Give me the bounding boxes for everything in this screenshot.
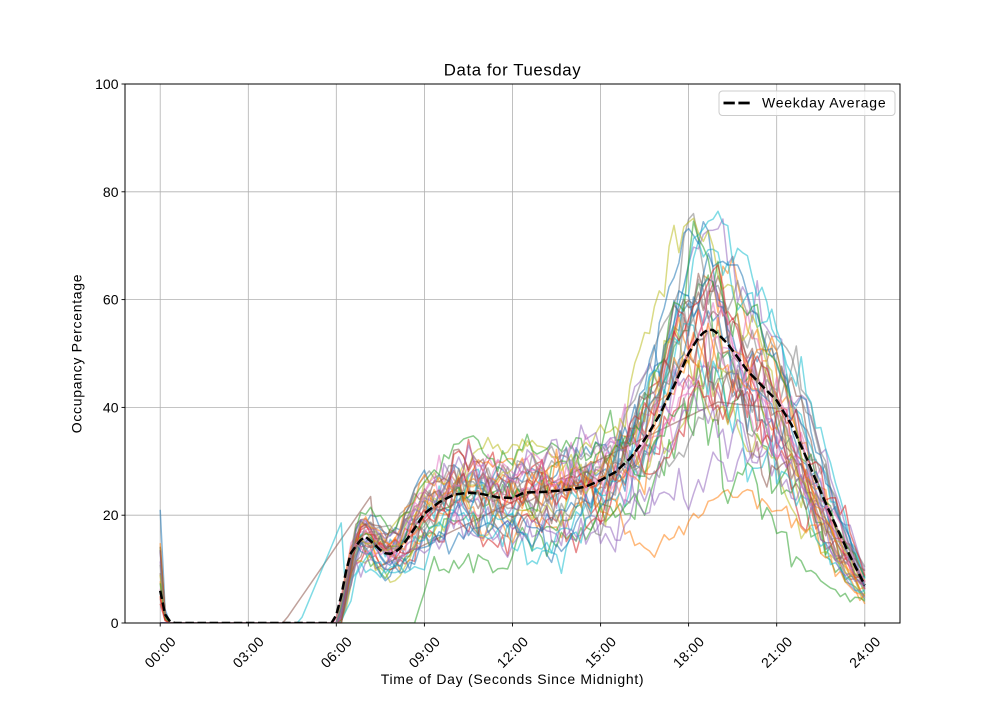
svg-text:Weekday Average: Weekday Average bbox=[762, 95, 886, 111]
svg-text:80: 80 bbox=[103, 184, 119, 200]
svg-text:40: 40 bbox=[103, 399, 119, 415]
svg-text:Time of Day (Seconds Since Mid: Time of Day (Seconds Since Midnight) bbox=[381, 671, 645, 687]
svg-text:Data for Tuesday: Data for Tuesday bbox=[444, 61, 581, 80]
svg-text:0: 0 bbox=[111, 615, 119, 631]
svg-text:Occupancy Percentage: Occupancy Percentage bbox=[69, 274, 85, 434]
svg-text:100: 100 bbox=[95, 76, 119, 92]
svg-text:60: 60 bbox=[103, 292, 119, 308]
svg-text:20: 20 bbox=[103, 507, 119, 523]
